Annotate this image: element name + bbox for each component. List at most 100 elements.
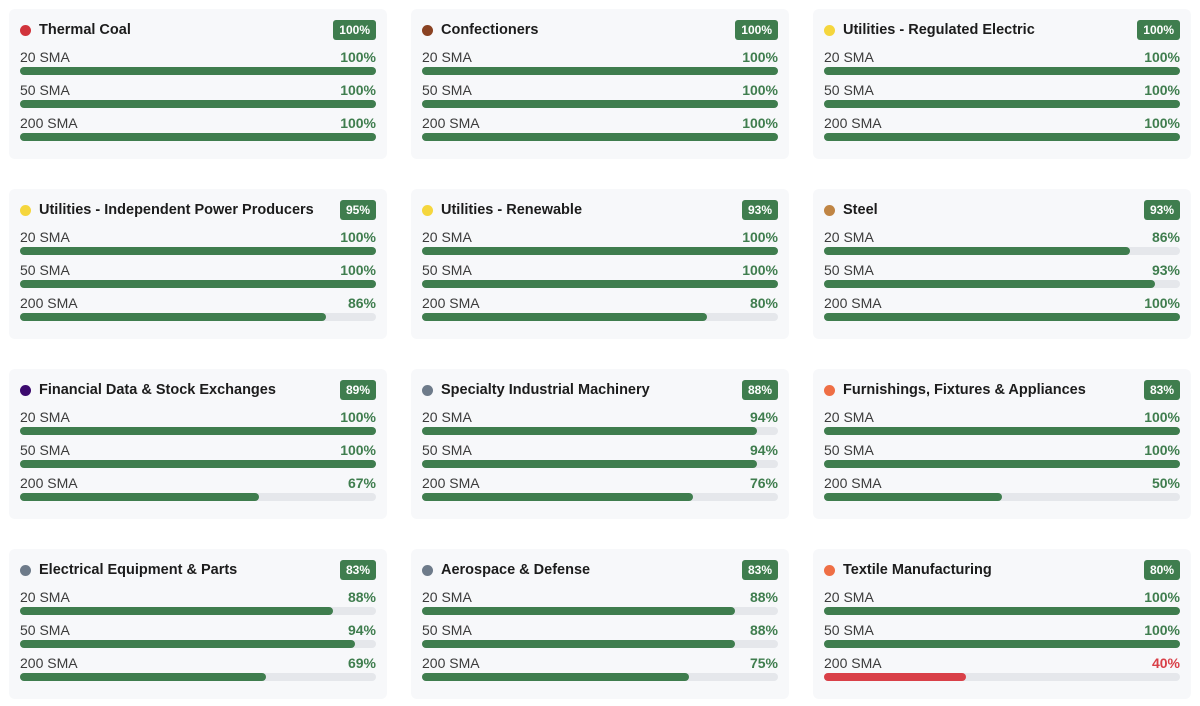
sma-percent: 100% [742, 82, 778, 98]
sector-name: Specialty Industrial Machinery [441, 382, 650, 398]
sma-percent: 86% [1151, 229, 1180, 245]
progress-fill [20, 100, 376, 108]
sector-card[interactable]: Aerospace & Defense 83% 20 SMA 88% 50 SMA 88%… [411, 549, 789, 699]
sma-label: 200 SMA [20, 295, 78, 311]
sma-percent: 76% [749, 475, 778, 491]
sma-row: 20 SMA 100% [824, 49, 1180, 75]
sma-percent: 100% [742, 115, 778, 131]
sector-color-dot [422, 385, 433, 396]
progress-track [422, 427, 778, 435]
progress-track [824, 607, 1180, 615]
sma-row: 200 SMA 86% [20, 295, 376, 321]
sma-row: 200 SMA 100% [824, 295, 1180, 321]
progress-track [422, 280, 778, 288]
progress-fill [422, 640, 736, 648]
sma-row: 200 SMA 67% [20, 475, 376, 501]
sma-percent: 69% [347, 655, 376, 671]
progress-track [20, 673, 376, 681]
progress-track [20, 247, 376, 255]
overall-score-badge: 80% [1143, 560, 1180, 580]
sma-row: 20 SMA 100% [824, 589, 1180, 615]
sma-percent: 100% [1144, 115, 1180, 131]
sma-row: 200 SMA 100% [20, 115, 376, 141]
sma-label: 20 SMA [20, 589, 70, 605]
card-header: Utilities - Renewable 93% [422, 200, 778, 220]
overall-score-badge: 93% [1143, 200, 1180, 220]
sector-card[interactable]: Specialty Industrial Machinery 88% 20 SMA 9… [411, 369, 789, 519]
sector-color-dot [20, 205, 31, 216]
sector-card[interactable]: Electrical Equipment & Parts 83% 20 SMA 88%… [9, 549, 387, 699]
sector-card[interactable]: Financial Data & Stock Exchanges 89% 20 SM… [9, 369, 387, 519]
sma-row: 200 SMA 40% [824, 655, 1180, 681]
sma-row: 50 SMA 100% [20, 82, 376, 108]
card-header: Financial Data & Stock Exchanges 89% [20, 380, 376, 400]
sector-name: Financial Data & Stock Exchanges [39, 382, 276, 398]
sma-row: 20 SMA 86% [824, 229, 1180, 255]
progress-fill [422, 607, 736, 615]
progress-fill [422, 673, 689, 681]
sector-color-dot [824, 565, 835, 576]
progress-track [422, 100, 778, 108]
sma-row: 200 SMA 76% [422, 475, 778, 501]
card-header: Textile Manufacturing 80% [824, 560, 1180, 580]
progress-track [824, 427, 1180, 435]
progress-fill [422, 493, 693, 501]
progress-fill [20, 280, 376, 288]
progress-track [824, 313, 1180, 321]
sma-label: 200 SMA [20, 655, 78, 671]
progress-track [20, 100, 376, 108]
sma-row: 200 SMA 100% [824, 115, 1180, 141]
sma-row: 20 SMA 100% [20, 49, 376, 75]
progress-track [422, 607, 778, 615]
sector-color-dot [824, 385, 835, 396]
progress-fill [824, 673, 967, 681]
progress-track [824, 247, 1180, 255]
sector-name: Utilities - Independent Power Producers [39, 202, 314, 218]
progress-fill [20, 313, 327, 321]
overall-score-badge: 100% [1137, 20, 1180, 40]
sector-name: Textile Manufacturing [843, 562, 992, 578]
sector-card[interactable]: Textile Manufacturing 80% 20 SMA 100% 50 SMA… [813, 549, 1191, 699]
progress-track [824, 67, 1180, 75]
sma-row: 50 SMA 100% [824, 82, 1180, 108]
sector-card[interactable]: Utilities - Renewable 93% 20 SMA 100% 50 SMA… [411, 189, 789, 339]
sma-percent: 100% [340, 115, 376, 131]
sma-label: 20 SMA [824, 409, 874, 425]
sma-row: 50 SMA 100% [422, 262, 778, 288]
sector-card[interactable]: Steel 93% 20 SMA 86% 50 SMA 93% 200 SMA 100% [813, 189, 1191, 339]
progress-track [824, 100, 1180, 108]
sector-card[interactable]: Furnishings, Fixtures & Appliances 83% 20 … [813, 369, 1191, 519]
progress-track [422, 640, 778, 648]
sector-card[interactable]: Utilities - Independent Power Producers 9… [9, 189, 387, 339]
sector-name: Steel [843, 202, 878, 218]
sma-percent: 100% [1144, 589, 1180, 605]
sma-row: 50 SMA 100% [20, 262, 376, 288]
progress-track [20, 313, 376, 321]
sma-percent: 100% [1144, 82, 1180, 98]
sector-name: Utilities - Renewable [441, 202, 583, 218]
sector-color-dot [824, 25, 835, 36]
sma-percent: 100% [742, 262, 778, 278]
progress-fill [20, 427, 376, 435]
sma-label: 200 SMA [824, 655, 882, 671]
sector-card[interactable]: Confectioners 100% 20 SMA 100% 50 SMA 100% 200… [411, 9, 789, 159]
progress-track [422, 460, 778, 468]
progress-fill [824, 460, 1180, 468]
progress-track [20, 67, 376, 75]
sma-label: 20 SMA [20, 49, 70, 65]
sma-label: 200 SMA [824, 115, 882, 131]
sector-color-dot [422, 565, 433, 576]
sma-percent: 100% [340, 229, 376, 245]
sector-color-dot [20, 385, 31, 396]
sector-color-dot [20, 565, 31, 576]
sma-percent: 100% [340, 262, 376, 278]
sector-card[interactable]: Thermal Coal 100% 20 SMA 100% 50 SMA 100% 200 … [9, 9, 387, 159]
sma-percent: 40% [1151, 655, 1180, 671]
sector-card[interactable]: Utilities - Regulated Electric 100% 20 SMA… [813, 9, 1191, 159]
progress-fill [824, 280, 1156, 288]
overall-score-badge: 83% [339, 560, 376, 580]
sma-label: 200 SMA [20, 115, 78, 131]
sma-row: 200 SMA 100% [422, 115, 778, 141]
sma-row: 20 SMA 100% [824, 409, 1180, 435]
progress-track [422, 67, 778, 75]
